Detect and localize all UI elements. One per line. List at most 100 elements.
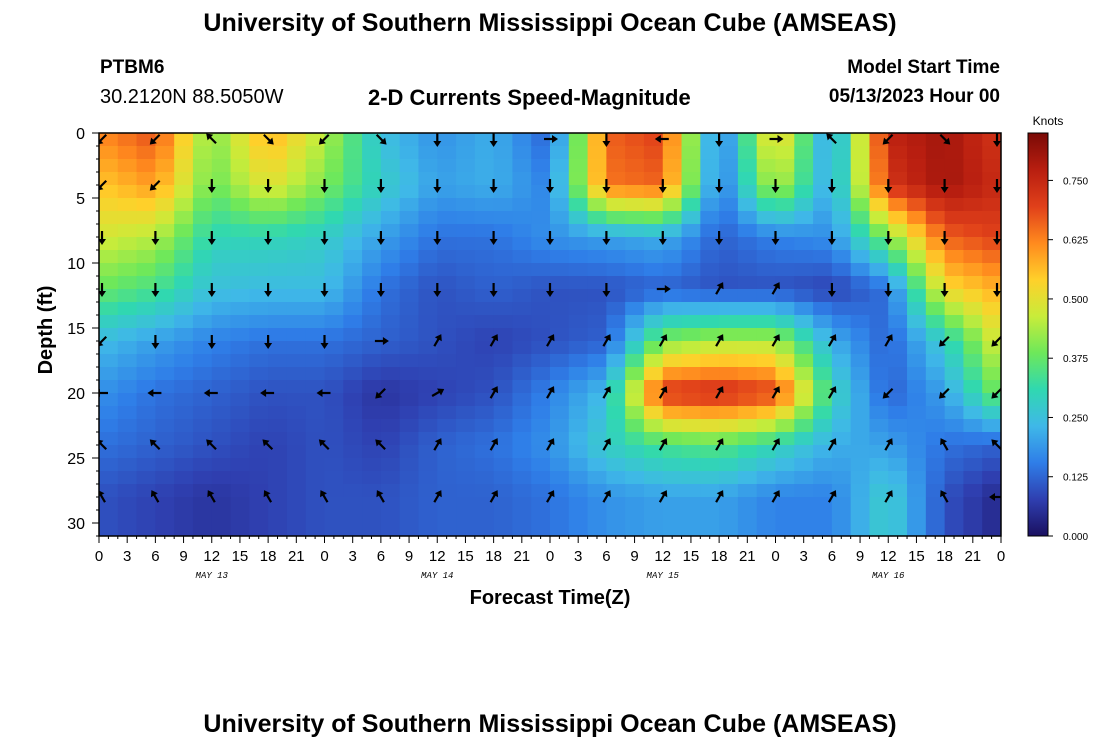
heatmap-cell bbox=[117, 146, 138, 160]
heatmap-cell bbox=[831, 458, 852, 472]
heatmap-cell bbox=[963, 510, 983, 524]
heatmap-cell bbox=[719, 224, 739, 238]
heatmap-cell bbox=[662, 263, 683, 277]
heatmap-cell bbox=[794, 211, 814, 225]
heatmap-cell bbox=[850, 393, 871, 407]
heatmap-cell bbox=[794, 484, 814, 498]
heatmap-cell bbox=[568, 458, 589, 472]
heatmap-cell bbox=[606, 185, 626, 199]
heatmap-cell bbox=[211, 133, 232, 147]
heatmap-cell bbox=[99, 341, 119, 355]
heatmap-cell bbox=[249, 523, 269, 536]
heatmap-cell bbox=[681, 445, 701, 459]
heatmap-cell bbox=[174, 406, 194, 420]
heatmap-cell bbox=[211, 198, 232, 212]
heatmap-cell bbox=[268, 510, 288, 524]
x-axis: 0 3 6 9 12 15 18 21 0 3 6 9 12 15 18 21 0 3 6 9 12 15 18 21 0 3 6 9… bbox=[95, 536, 1005, 581]
x-tick-label: 6 bbox=[377, 548, 385, 565]
heatmap-cell bbox=[643, 276, 664, 290]
heatmap-cell bbox=[117, 484, 138, 498]
heatmap-cell bbox=[700, 393, 720, 407]
heatmap-cell bbox=[286, 406, 307, 420]
heatmap-cell bbox=[418, 172, 438, 186]
heatmap-cell bbox=[907, 523, 927, 536]
heatmap-cell bbox=[587, 510, 607, 524]
heatmap-cell bbox=[456, 471, 476, 485]
heatmap-cell bbox=[625, 224, 645, 238]
heatmap-cell bbox=[888, 315, 908, 329]
heatmap-cell bbox=[794, 302, 814, 316]
heatmap-cell bbox=[907, 367, 927, 381]
heatmap-cell bbox=[925, 172, 946, 186]
heatmap-cell bbox=[700, 250, 720, 264]
heatmap-cell bbox=[719, 172, 739, 186]
heatmap-cell bbox=[456, 341, 476, 355]
heatmap-cell bbox=[831, 328, 852, 342]
heatmap-cell bbox=[249, 315, 269, 329]
current-arrow bbox=[769, 135, 784, 143]
heatmap-cell bbox=[888, 510, 908, 524]
heatmap-cell bbox=[155, 458, 175, 472]
heatmap-cell bbox=[568, 237, 589, 251]
heatmap-cell bbox=[380, 224, 401, 238]
heatmap-cell bbox=[756, 497, 777, 511]
heatmap-cell bbox=[813, 302, 833, 316]
y-tick-label: 0 bbox=[76, 126, 85, 143]
heatmap-cell bbox=[136, 419, 156, 433]
heatmap-cell bbox=[99, 224, 119, 238]
heatmap-cell bbox=[249, 211, 269, 225]
heatmap-cell bbox=[907, 497, 927, 511]
heatmap-cell bbox=[249, 354, 269, 368]
heatmap-cell bbox=[606, 432, 626, 446]
heatmap-cell bbox=[756, 471, 777, 485]
current-arrow bbox=[489, 179, 498, 193]
heatmap-cell bbox=[681, 432, 701, 446]
heatmap-cell bbox=[944, 380, 965, 394]
heatmap-cell bbox=[550, 367, 570, 381]
heatmap-cell bbox=[568, 133, 589, 147]
heatmap-cell bbox=[982, 315, 1001, 329]
heatmap-cell bbox=[625, 406, 645, 420]
heatmap-cell bbox=[456, 406, 476, 420]
heatmap-cell bbox=[493, 133, 514, 147]
heatmap-cell bbox=[625, 471, 645, 485]
heatmap-cell bbox=[719, 510, 739, 524]
heatmap-cell bbox=[907, 211, 927, 225]
heatmap-cell bbox=[681, 172, 701, 186]
heatmap-cell bbox=[380, 198, 401, 212]
heatmap-cell bbox=[512, 471, 532, 485]
heatmap-cell bbox=[700, 198, 720, 212]
colorbar-tick-label: 0.375 bbox=[1063, 354, 1088, 365]
heatmap-cell bbox=[155, 354, 175, 368]
heatmap-cell bbox=[362, 315, 382, 329]
heatmap-cell bbox=[794, 328, 814, 342]
heatmap-cell bbox=[493, 523, 514, 536]
heatmap-cell bbox=[700, 146, 720, 160]
heatmap-cell bbox=[362, 302, 382, 316]
colorbar-tick-label: 0.125 bbox=[1063, 473, 1088, 484]
heatmap-cell bbox=[136, 393, 156, 407]
heatmap-cell bbox=[211, 484, 232, 498]
current-arrow bbox=[433, 179, 442, 193]
heatmap-cell bbox=[963, 445, 983, 459]
heatmap-cell bbox=[418, 237, 438, 251]
heatmap-cell bbox=[418, 263, 438, 277]
heatmap-cell bbox=[493, 146, 514, 160]
heatmap-cell bbox=[192, 315, 213, 329]
heatmap-cell bbox=[305, 497, 326, 511]
heatmap-cell bbox=[756, 367, 777, 381]
heatmap-cell bbox=[380, 354, 401, 368]
heatmap-cell bbox=[737, 198, 758, 212]
heatmap-cell bbox=[794, 497, 814, 511]
heatmap-cell bbox=[136, 523, 156, 536]
heatmap-cell bbox=[982, 159, 1001, 173]
heatmap-cell bbox=[719, 185, 739, 199]
heatmap-cell bbox=[794, 354, 814, 368]
heatmap-cell bbox=[587, 458, 607, 472]
current-arrow bbox=[149, 133, 161, 145]
heatmap-cell bbox=[399, 367, 420, 381]
heatmap-cell bbox=[681, 419, 701, 433]
heatmap-cell bbox=[587, 237, 607, 251]
heatmap-cell bbox=[230, 198, 250, 212]
heatmap-cell bbox=[662, 133, 683, 147]
